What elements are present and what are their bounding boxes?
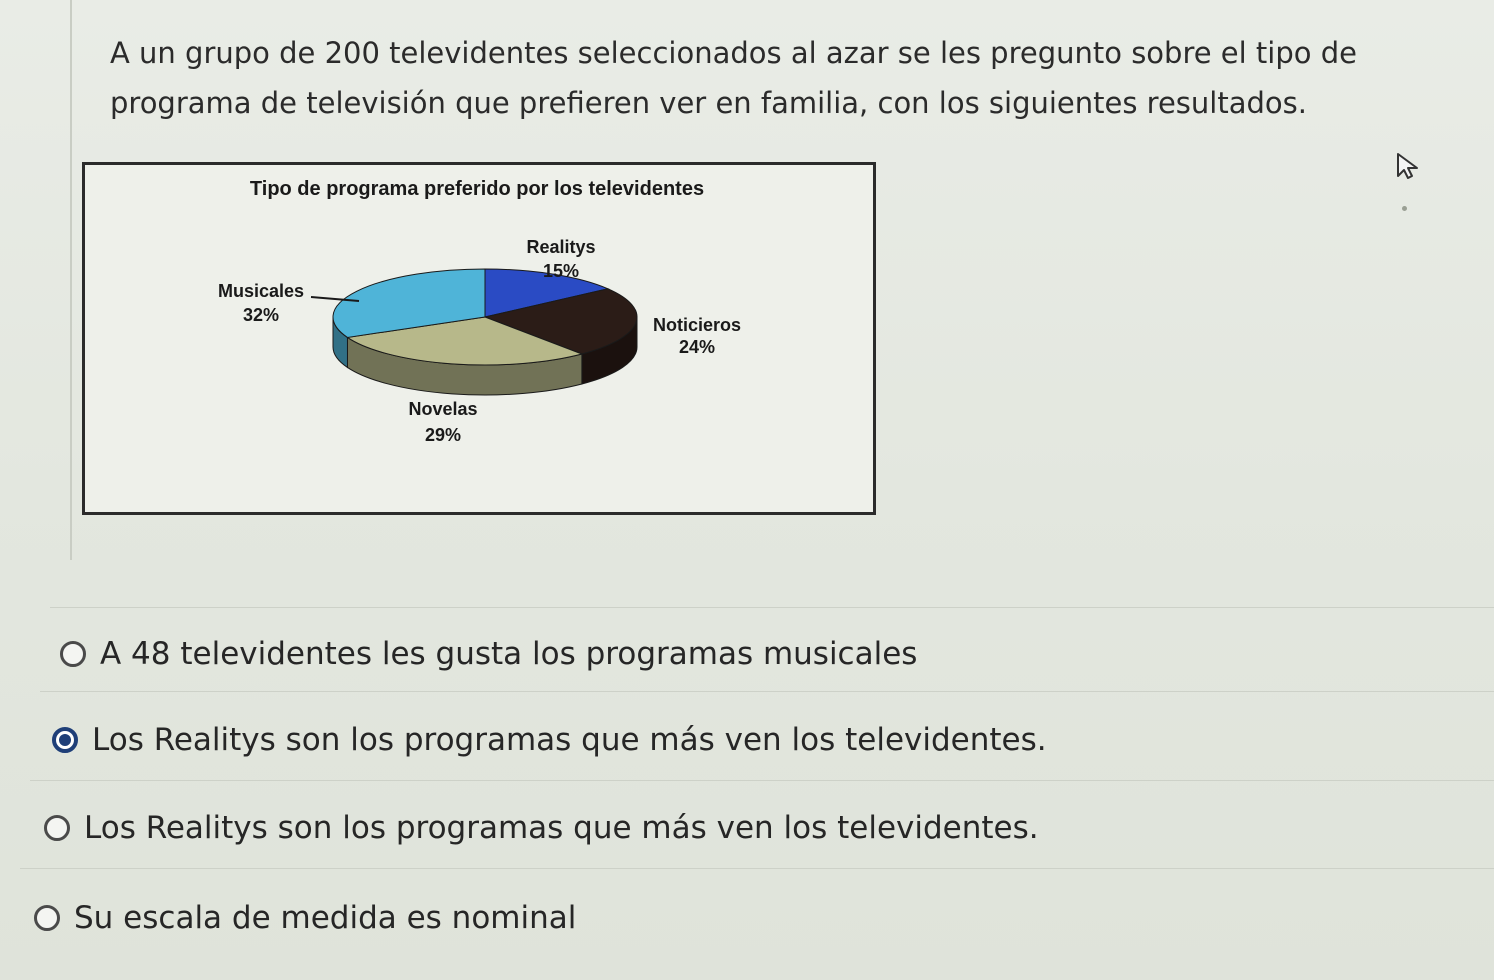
question-line-2: programa de televisión que prefieren ver… xyxy=(110,86,1307,120)
leader-line-musicales xyxy=(310,296,360,302)
option-label: Su escala de medida es nominal xyxy=(74,900,577,936)
question-text: A un grupo de 200 televidentes seleccion… xyxy=(110,28,1440,128)
pie-slice-noticieros xyxy=(483,288,638,355)
value-musicales: 32% xyxy=(243,305,279,325)
value-noticieros: 24% xyxy=(679,337,715,357)
pie-chart-svg: Tipo de programa preferido por los telev… xyxy=(218,178,741,445)
mouse-pointer-icon xyxy=(1396,152,1422,184)
value-novelas: 29% xyxy=(425,425,461,445)
option-label: Los Realitys son los programas que más v… xyxy=(84,810,1039,846)
radio-button-selected[interactable] xyxy=(52,727,78,753)
label-novelas: Novelas xyxy=(408,399,477,419)
radio-button[interactable] xyxy=(60,641,86,667)
separator-3 xyxy=(30,780,1494,781)
option-3[interactable]: Los Realitys son los programas que más v… xyxy=(44,810,1039,846)
separator-4 xyxy=(20,868,1494,869)
label-realitys: Realitys xyxy=(526,237,595,257)
pie-chart: Tipo de programa preferido por los telev… xyxy=(82,162,876,515)
option-4[interactable]: Su escala de medida es nominal xyxy=(34,900,576,936)
label-noticieros: Noticieros xyxy=(653,315,741,335)
pie-slice-realitys xyxy=(484,268,610,318)
value-realitys: 15% xyxy=(543,261,579,281)
chart-title: Tipo de programa preferido por los telev… xyxy=(250,178,704,200)
question-line-1: A un grupo de 200 televidentes seleccion… xyxy=(110,36,1357,70)
pie-slices xyxy=(332,268,638,396)
separator-1 xyxy=(50,607,1494,608)
screen-speck xyxy=(1402,206,1407,211)
separator-2 xyxy=(40,691,1494,692)
option-label: A 48 televidentes les gusta los programa… xyxy=(100,636,918,672)
option-label: Los Realitys son los programas que más v… xyxy=(92,722,1047,758)
radio-button[interactable] xyxy=(34,905,60,931)
left-divider xyxy=(70,0,72,560)
radio-button[interactable] xyxy=(44,815,70,841)
option-2[interactable]: Los Realitys son los programas que más v… xyxy=(52,722,1047,758)
option-1[interactable]: A 48 televidentes les gusta los programa… xyxy=(60,636,917,672)
pie-slice-musicales xyxy=(332,268,486,338)
label-musicales: Musicales xyxy=(218,281,304,301)
